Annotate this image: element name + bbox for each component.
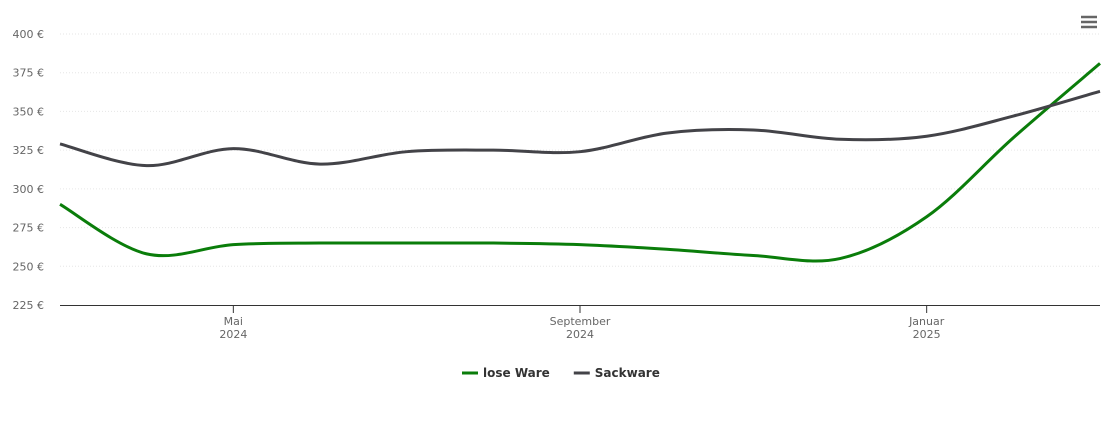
legend-item[interactable]: Sackware: [573, 366, 660, 380]
y-tick-label: 375 €: [13, 67, 45, 80]
x-tick-label: Mai 2024: [219, 315, 247, 341]
y-tick-label: 300 €: [13, 183, 45, 196]
y-tick-label: 250 €: [13, 260, 45, 273]
legend: lose Ware Sackware: [462, 366, 660, 380]
legend-label: lose Ware: [483, 366, 550, 380]
legend-label: Sackware: [595, 366, 660, 380]
x-tick-label: Januar 2025: [908, 315, 945, 341]
series-line: [59, 89, 1101, 168]
x-tick-label: September 2024: [550, 315, 611, 341]
y-tick-label: 400 €: [13, 28, 45, 41]
series-line: [59, 62, 1101, 263]
y-tick-label: 225 €: [13, 299, 45, 312]
menu-button[interactable]: [1080, 15, 1098, 30]
legend-item[interactable]: lose Ware: [462, 366, 550, 380]
y-tick-label: 275 €: [13, 222, 45, 235]
y-tick-label: 350 €: [13, 105, 45, 118]
y-tick-label: 325 €: [13, 144, 45, 157]
